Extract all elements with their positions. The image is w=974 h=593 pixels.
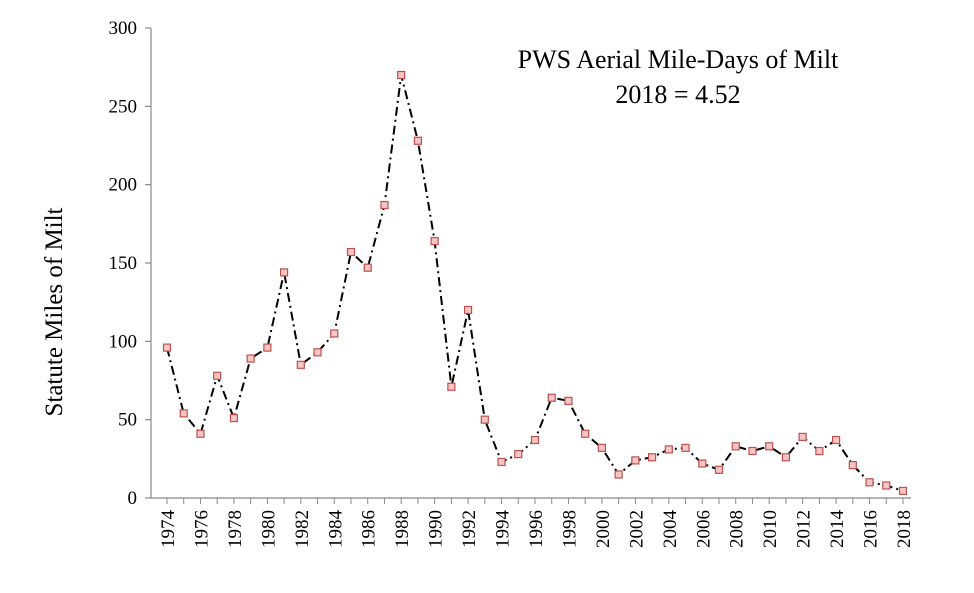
data-point <box>229 414 239 423</box>
y-tick-label: 0 <box>128 488 138 509</box>
y-tick-label: 300 <box>109 18 138 39</box>
x-tick-label: 1980 <box>258 510 279 548</box>
annotation-line-1: PWS Aerial Mile-Days of Milt <box>518 45 839 74</box>
data-point <box>848 461 857 470</box>
data-point <box>179 409 188 418</box>
data-point <box>480 415 489 424</box>
data-point <box>330 329 339 338</box>
series-line <box>166 74 904 492</box>
x-tick-label: 2008 <box>727 510 748 548</box>
x-tick-label: 1998 <box>559 510 580 548</box>
x-tick-label: 1978 <box>225 510 246 548</box>
data-point <box>346 247 356 257</box>
y-tick-label: 50 <box>118 410 137 431</box>
y-tick-label: 250 <box>109 96 138 117</box>
x-tick-label: 1976 <box>191 510 212 548</box>
data-point <box>597 443 607 452</box>
data-point <box>815 446 824 456</box>
data-point <box>781 453 791 462</box>
x-tick-label: 2002 <box>626 510 647 548</box>
data-point <box>530 435 540 445</box>
annotation-line-2: 2018 = 4.52 <box>615 80 740 109</box>
data-point <box>413 136 423 145</box>
data-point <box>731 442 740 451</box>
x-tick-label: 1988 <box>392 510 413 548</box>
y-tick-label: 200 <box>109 175 138 196</box>
data-point <box>447 382 456 391</box>
x-tick-label: 2012 <box>794 510 815 548</box>
data-point <box>246 354 255 363</box>
axes <box>150 28 911 499</box>
data-point <box>581 429 590 438</box>
data-point <box>514 450 523 459</box>
data-point <box>831 435 841 445</box>
data-point <box>363 263 372 272</box>
data-point <box>263 343 272 352</box>
x-tick-label: 2016 <box>861 510 882 548</box>
data-point <box>865 478 874 487</box>
data-point <box>397 70 406 80</box>
x-tick-label: 1990 <box>426 510 447 548</box>
x-tick-label: 2004 <box>660 510 681 549</box>
data-point <box>898 486 908 496</box>
x-tick-label: 1986 <box>359 510 380 548</box>
data-point <box>497 457 506 467</box>
data-point <box>162 343 172 352</box>
x-tick-label: 2018 <box>894 510 915 548</box>
x-ticks: 1974 1976 1978 1980 1982 1984 1986 1988 1990 1992… <box>158 498 915 548</box>
data-point <box>631 456 640 465</box>
data-point <box>614 470 623 479</box>
x-tick-label: 2014 <box>827 510 848 549</box>
x-tick-label: 1994 <box>493 510 514 549</box>
data-point <box>564 396 573 405</box>
data-point <box>279 268 289 277</box>
data-point <box>798 432 807 441</box>
data-point <box>765 442 774 451</box>
data-point <box>213 371 222 380</box>
data-point <box>664 445 673 454</box>
plot-area <box>162 70 908 496</box>
x-tick-label: 1992 <box>459 510 480 548</box>
data-point <box>296 360 305 369</box>
x-tick-label: 1984 <box>325 510 346 549</box>
x-tick-label: 1996 <box>526 510 547 548</box>
data-point <box>313 348 322 357</box>
data-point <box>196 429 205 438</box>
data-point <box>647 453 657 462</box>
x-tick-label: 1974 <box>158 510 179 549</box>
data-point <box>681 443 690 452</box>
x-tick-label: 2006 <box>693 510 714 548</box>
data-point <box>463 305 473 315</box>
data-point <box>714 465 724 474</box>
y-ticks: 0 50 100 150 200 250 300 <box>109 18 151 509</box>
data-point <box>882 481 891 490</box>
data-point <box>748 446 757 456</box>
data-point <box>547 393 556 402</box>
x-tick-label: 2010 <box>760 510 781 548</box>
data-point <box>430 236 439 246</box>
y-tick-label: 150 <box>109 253 138 274</box>
x-tick-label: 2000 <box>593 510 614 548</box>
data-point <box>698 459 707 468</box>
y-axis-title: Statute Miles of Milt <box>41 207 68 416</box>
data-point <box>380 200 389 210</box>
x-tick-label: 1982 <box>292 510 313 548</box>
y-tick-label: 100 <box>109 331 138 352</box>
